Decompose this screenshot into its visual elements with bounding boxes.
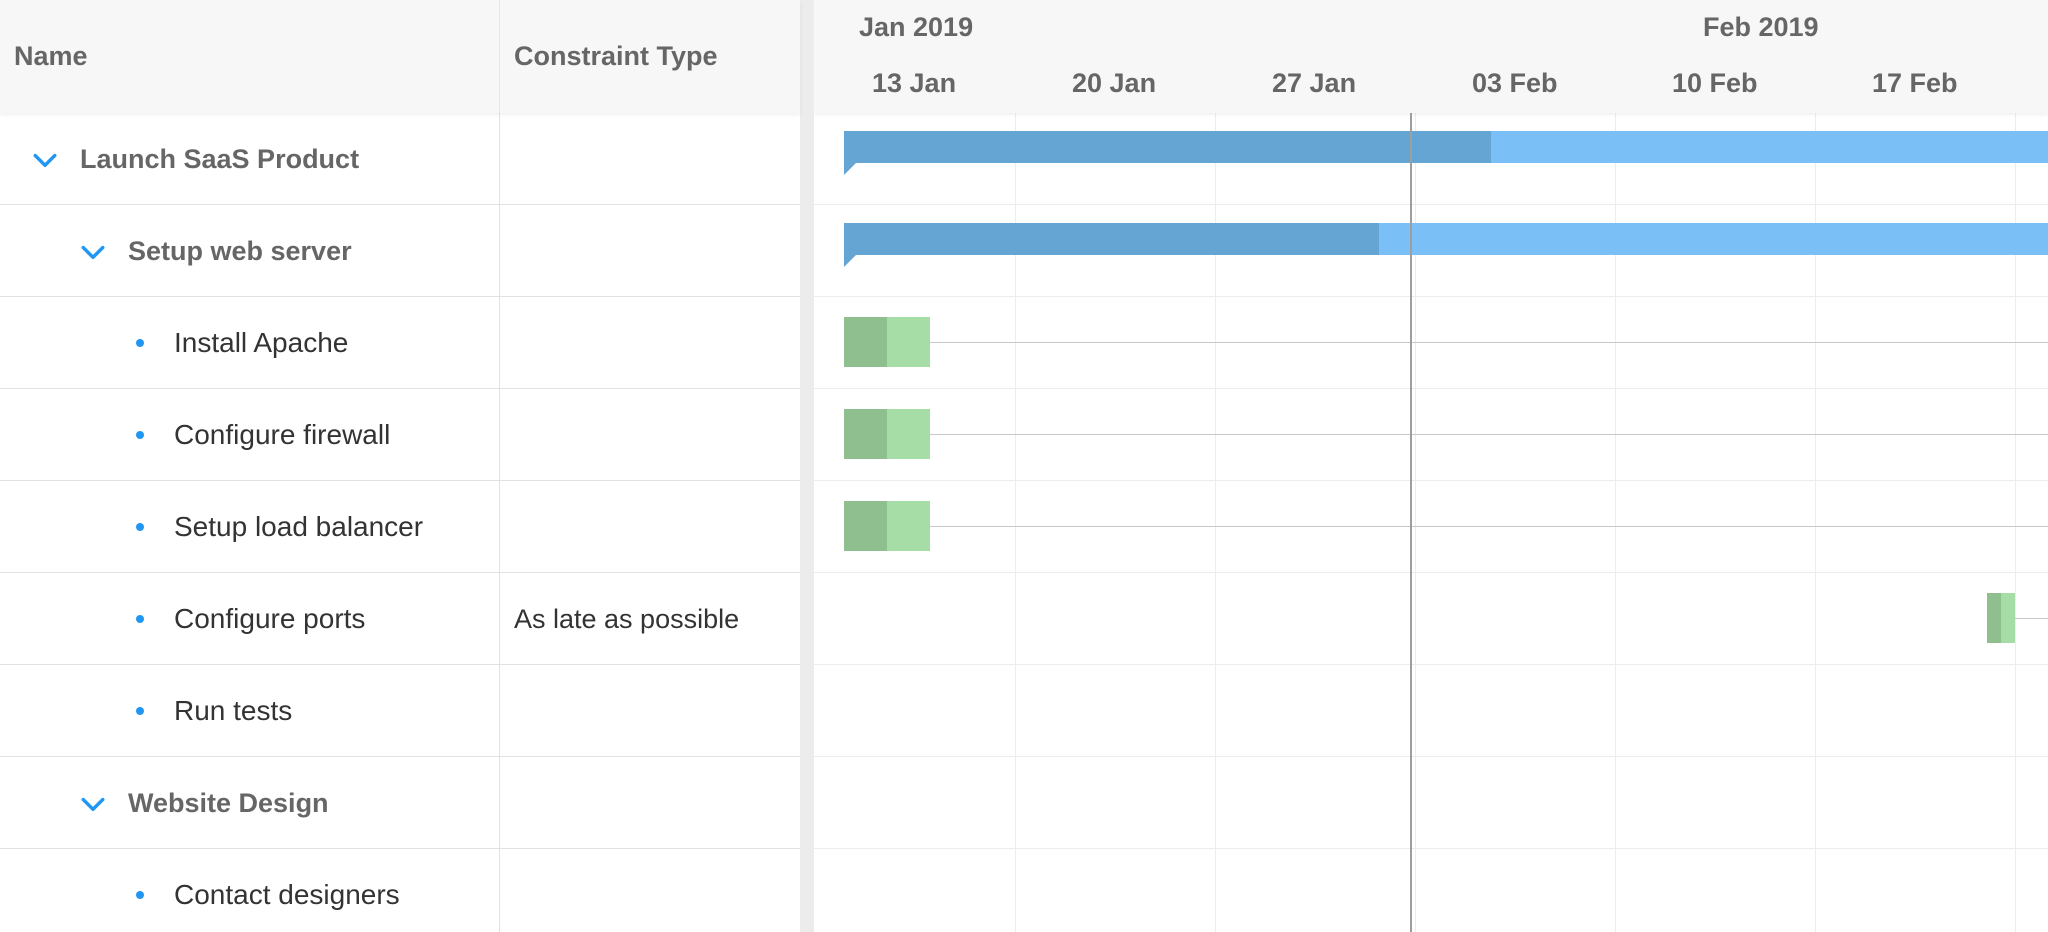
row-gridline (814, 204, 2048, 205)
schedule-area: Jan 2019 Feb 2019 13 Jan 20 Jan 27 Jan 0… (814, 0, 2048, 932)
summary-bar-start-marker (844, 163, 856, 175)
week-gridline (1415, 113, 1416, 932)
grid-header: Name Constraint Type (0, 0, 800, 113)
grid-row[interactable]: Configure firewall (0, 389, 800, 481)
week-gridline (1815, 113, 1816, 932)
task-progress-fill (844, 501, 887, 551)
week-gridline (2015, 113, 2016, 932)
grid-row[interactable]: Launch SaaS Product (0, 113, 800, 205)
column-header-constraint-type[interactable]: Constraint Type (514, 41, 718, 71)
column-divider-line (499, 113, 500, 932)
task-name-label: Configure firewall (174, 419, 391, 450)
current-time-line (1409, 113, 1412, 932)
task-name-label: Install Apache (174, 327, 349, 358)
summary-task-bar[interactable] (844, 223, 2048, 267)
task-name-cell[interactable]: Contact designers (136, 849, 400, 932)
task-progress-fill (844, 409, 887, 459)
timeline-week: 27 Jan (1272, 68, 1357, 98)
summary-progress-fill (844, 223, 1379, 255)
column-divider[interactable] (499, 0, 500, 113)
timeline-week: 13 Jan (872, 68, 957, 98)
dependency-line (2015, 618, 2048, 619)
row-gridline (814, 756, 2048, 757)
task-progress-fill (844, 317, 887, 367)
task-name-cell[interactable]: Website Design (80, 757, 329, 849)
task-grid: Name Constraint Type Launch SaaS Product… (0, 0, 800, 932)
task-name-label: Setup web server (128, 235, 352, 266)
summary-bar-start-marker (844, 255, 856, 267)
row-gridline (814, 388, 2048, 389)
timeline-month: Feb 2019 (1703, 12, 1819, 42)
grid-row[interactable]: Configure ports As late as possible (0, 573, 800, 665)
task-name-label: Run tests (174, 695, 293, 726)
chevron-down-icon[interactable] (80, 240, 105, 262)
chevron-down-icon[interactable] (80, 792, 105, 814)
task-bar[interactable] (844, 409, 930, 459)
grid-row[interactable]: Run tests (0, 665, 800, 757)
grid-splitter[interactable] (800, 0, 814, 932)
bullet-icon (136, 431, 144, 439)
task-name-label: Configure ports (174, 603, 366, 634)
task-name-label: Website Design (128, 787, 329, 818)
row-gridline (814, 480, 2048, 481)
dependency-line (929, 526, 2048, 527)
grid-row[interactable]: Website Design (0, 757, 800, 849)
chevron-down-icon[interactable] (32, 148, 57, 170)
task-name-cell[interactable]: Configure firewall (136, 389, 390, 481)
task-name-cell[interactable]: Launch SaaS Product (32, 113, 359, 205)
timeline-week: 17 Feb (1872, 68, 1958, 98)
grid-row[interactable]: Contact designers (0, 849, 800, 932)
grid-row[interactable]: Install Apache (0, 297, 800, 389)
grid-row[interactable]: Setup load balancer (0, 481, 800, 573)
row-gridline (814, 572, 2048, 573)
task-bar[interactable] (844, 501, 930, 551)
timeline-week: 20 Jan (1072, 68, 1157, 98)
task-bar[interactable] (1986, 593, 2016, 643)
row-gridline (814, 664, 2048, 665)
timeline-month: Jan 2019 (859, 12, 974, 42)
bullet-icon (136, 707, 144, 715)
constraint-type-cell[interactable]: As late as possible (514, 603, 740, 634)
row-gridline (814, 296, 2048, 297)
week-gridline (1215, 113, 1216, 932)
task-name-cell[interactable]: Setup load balancer (136, 481, 423, 573)
task-name-cell[interactable]: Run tests (136, 665, 292, 757)
summary-task-bar[interactable] (844, 131, 2048, 175)
timeline-week: 10 Feb (1672, 68, 1758, 98)
task-name-label: Setup load balancer (174, 511, 424, 542)
task-progress-fill (1986, 593, 2002, 643)
task-name-label: Contact designers (174, 879, 400, 910)
bullet-icon (136, 339, 144, 347)
task-bar[interactable] (844, 317, 930, 367)
week-gridline (1615, 113, 1616, 932)
column-header-name[interactable]: Name (14, 41, 88, 71)
dependency-line (929, 342, 2048, 343)
task-name-cell[interactable]: Setup web server (80, 205, 352, 297)
row-gridline (814, 848, 2048, 849)
dependency-line (929, 434, 2048, 435)
bullet-icon (136, 523, 144, 531)
timeline-header: Jan 2019 Feb 2019 13 Jan 20 Jan 27 Jan 0… (814, 0, 2048, 113)
grid-row[interactable]: Setup web server (0, 205, 800, 297)
task-name-cell[interactable]: Configure ports (136, 573, 365, 665)
task-name-label: Launch SaaS Product (80, 143, 360, 174)
summary-progress-fill (844, 131, 1491, 163)
bullet-icon (136, 615, 144, 623)
task-name-cell[interactable]: Install Apache (136, 297, 348, 389)
week-gridline (1015, 113, 1016, 932)
bullet-icon (136, 891, 144, 899)
timeline-week: 03 Feb (1472, 68, 1558, 98)
